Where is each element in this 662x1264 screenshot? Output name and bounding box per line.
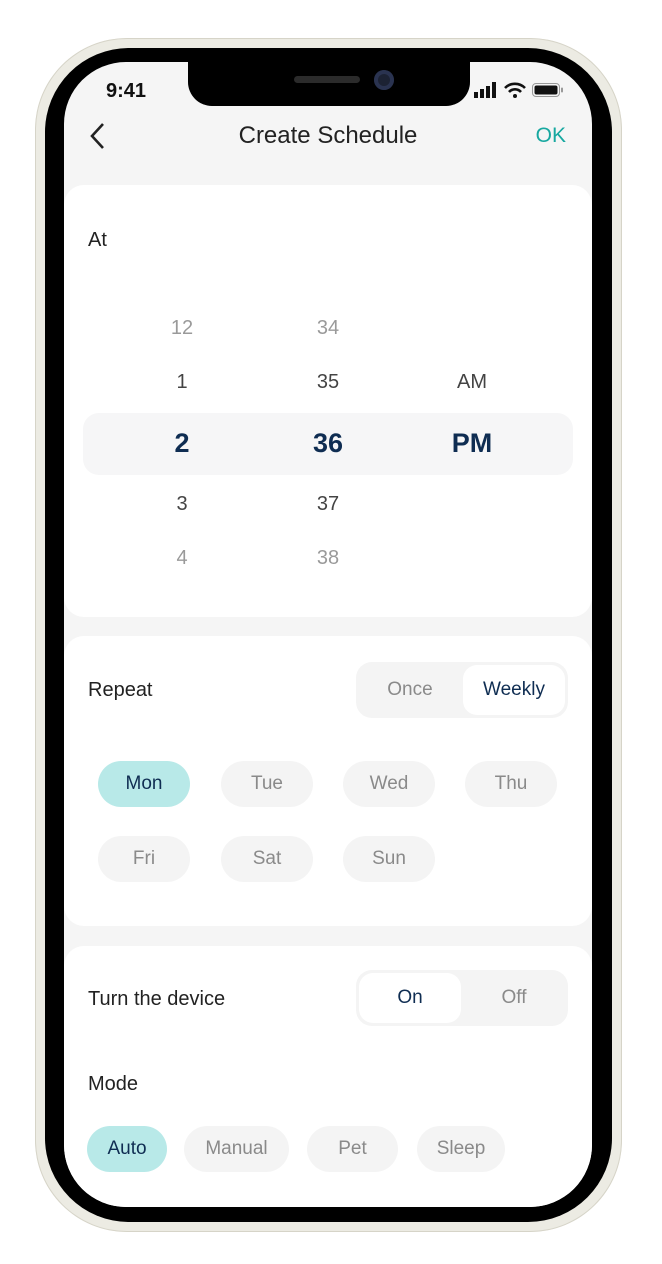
minute-selected[interactable]: 36 bbox=[312, 428, 344, 458]
at-label: At bbox=[88, 229, 107, 251]
device-off-option[interactable]: Off bbox=[501, 987, 527, 1008]
repeat-once-option[interactable]: Once bbox=[387, 679, 433, 700]
hour-option[interactable]: 12 bbox=[170, 317, 194, 339]
battery-icon bbox=[532, 83, 563, 97]
day-chip-mon[interactable]: Mon bbox=[98, 761, 190, 807]
period-selected[interactable]: PM bbox=[451, 428, 493, 458]
day-chip-sat[interactable]: Sat bbox=[221, 836, 313, 882]
device-toggle: On Off bbox=[356, 970, 568, 1026]
hour-option[interactable]: 1 bbox=[176, 371, 188, 393]
hour-option[interactable]: 4 bbox=[176, 547, 188, 569]
repeat-card: Repeat Once Weekly Mon Tue Wed Thu Fri S… bbox=[64, 636, 592, 926]
minute-option[interactable]: 38 bbox=[316, 547, 340, 569]
screen: 9:41 Create Schedule OK At 12 1 2 3 4 34… bbox=[64, 62, 592, 1207]
minute-option[interactable]: 35 bbox=[316, 371, 340, 393]
time-card: At 12 1 2 3 4 34 35 36 37 38 AM PM bbox=[64, 185, 592, 617]
device-on-option[interactable]: On bbox=[359, 973, 461, 1023]
repeat-toggle: Once Weekly bbox=[356, 662, 568, 718]
repeat-label: Repeat bbox=[88, 679, 153, 701]
camera bbox=[374, 70, 394, 90]
speaker bbox=[294, 76, 360, 83]
hour-option[interactable]: 3 bbox=[176, 493, 188, 515]
minute-option[interactable]: 34 bbox=[316, 317, 340, 339]
mode-chip-sleep[interactable]: Sleep bbox=[417, 1126, 505, 1172]
picker-highlight bbox=[83, 413, 573, 475]
day-chip-wed[interactable]: Wed bbox=[343, 761, 435, 807]
mode-chip-auto[interactable]: Auto bbox=[87, 1126, 167, 1172]
day-chip-fri[interactable]: Fri bbox=[98, 836, 190, 882]
day-chip-thu[interactable]: Thu bbox=[465, 761, 557, 807]
status-icons bbox=[474, 82, 564, 98]
minute-option[interactable]: 37 bbox=[316, 493, 340, 515]
page-title: Create Schedule bbox=[238, 122, 418, 149]
back-button[interactable] bbox=[88, 122, 108, 155]
chevron-left-icon bbox=[90, 123, 104, 149]
day-chip-tue[interactable]: Tue bbox=[221, 761, 313, 807]
hour-selected[interactable]: 2 bbox=[174, 428, 190, 458]
status-time: 9:41 bbox=[106, 80, 147, 102]
mode-chip-manual[interactable]: Manual bbox=[184, 1126, 289, 1172]
wifi-icon bbox=[504, 82, 526, 98]
ok-button[interactable]: OK bbox=[535, 124, 566, 147]
turn-device-label: Turn the device bbox=[88, 988, 226, 1010]
period-option[interactable]: AM bbox=[457, 371, 487, 393]
notch bbox=[188, 62, 470, 106]
day-chip-sun[interactable]: Sun bbox=[343, 836, 435, 882]
mode-chip-pet[interactable]: Pet bbox=[307, 1126, 398, 1172]
signal-icon bbox=[474, 82, 496, 98]
repeat-weekly-option[interactable]: Weekly bbox=[463, 665, 565, 715]
device-card: Turn the device On Off Mode Auto Manual … bbox=[64, 946, 592, 1207]
mode-label: Mode bbox=[88, 1073, 139, 1095]
